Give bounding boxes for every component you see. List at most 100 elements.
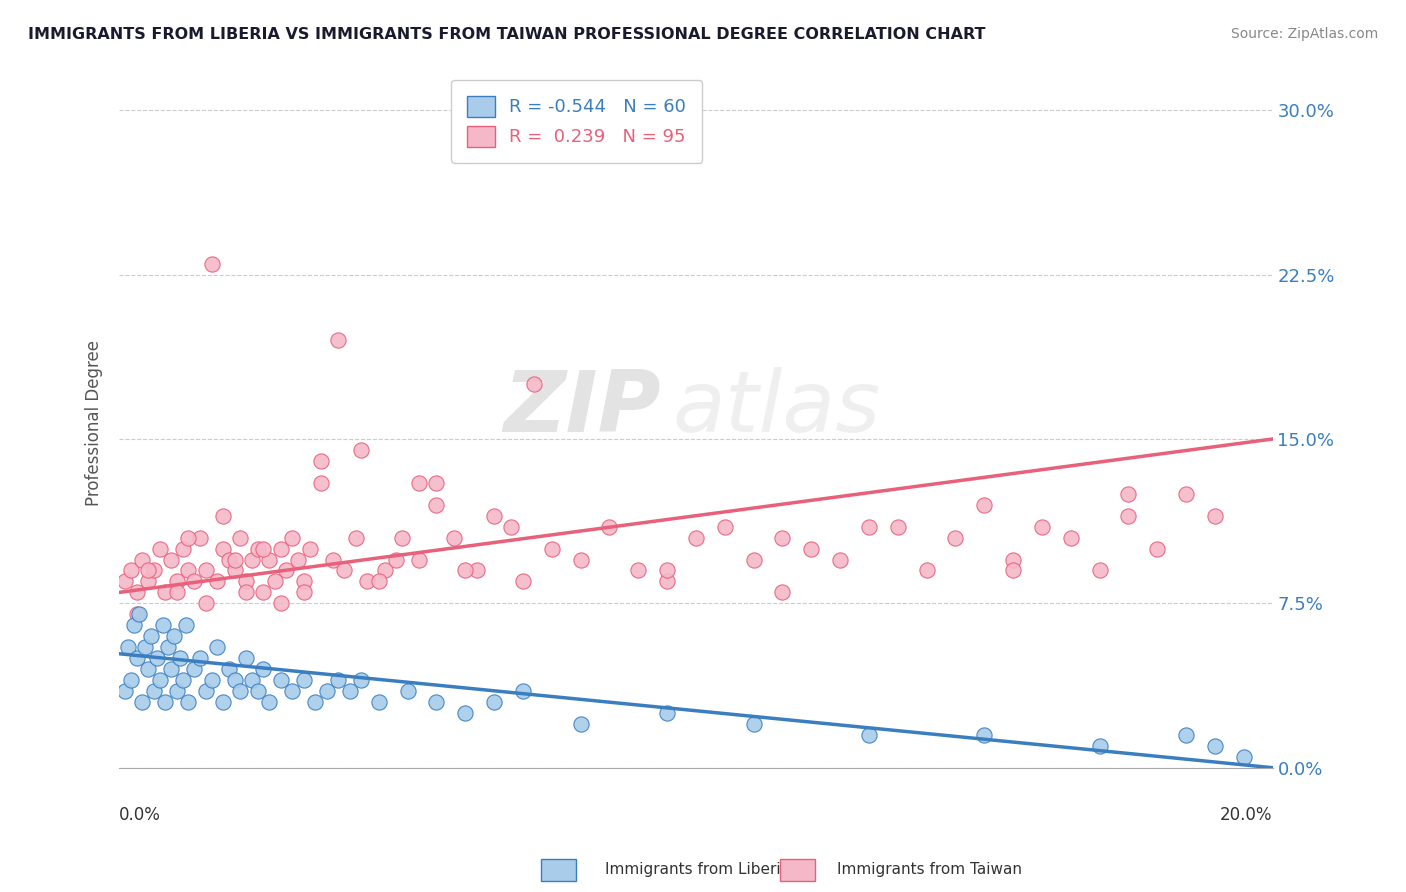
- Point: [145, 651, 167, 665]
- Text: 20.0%: 20.0%: [1220, 805, 1272, 823]
- Text: Immigrants from Liberia: Immigrants from Liberia: [605, 863, 790, 877]
- Point: [166, 684, 188, 698]
- Point: [125, 607, 148, 622]
- Point: [1204, 508, 1226, 523]
- Point: [160, 552, 183, 566]
- Point: [276, 564, 298, 578]
- Point: [1088, 564, 1111, 578]
- Point: [270, 596, 292, 610]
- Point: [742, 552, 765, 566]
- Point: [229, 684, 252, 698]
- Point: [218, 662, 240, 676]
- Point: [122, 618, 145, 632]
- Point: [408, 552, 430, 566]
- Point: [309, 454, 332, 468]
- Point: [569, 552, 592, 566]
- Point: [194, 684, 217, 698]
- Point: [425, 498, 447, 512]
- Y-axis label: Professional Degree: Professional Degree: [86, 340, 103, 506]
- Text: atlas: atlas: [673, 368, 880, 450]
- Point: [501, 519, 523, 533]
- Point: [1031, 519, 1053, 533]
- Text: IMMIGRANTS FROM LIBERIA VS IMMIGRANTS FROM TAIWAN PROFESSIONAL DEGREE CORRELATIO: IMMIGRANTS FROM LIBERIA VS IMMIGRANTS FR…: [28, 27, 986, 42]
- Point: [257, 552, 280, 566]
- Point: [1060, 531, 1083, 545]
- Point: [339, 684, 361, 698]
- Point: [396, 684, 419, 698]
- Point: [149, 541, 172, 556]
- Point: [177, 564, 200, 578]
- Point: [1118, 487, 1140, 501]
- Point: [117, 640, 139, 655]
- Point: [367, 695, 389, 709]
- Point: [1233, 749, 1256, 764]
- Point: [224, 564, 246, 578]
- Point: [828, 552, 851, 566]
- Text: Source: ZipAtlas.com: Source: ZipAtlas.com: [1230, 27, 1378, 41]
- Point: [973, 728, 995, 742]
- Point: [188, 531, 211, 545]
- Point: [224, 673, 246, 687]
- Point: [172, 541, 194, 556]
- Point: [131, 695, 153, 709]
- Point: [174, 618, 197, 632]
- Point: [128, 607, 150, 622]
- Point: [125, 585, 148, 599]
- Point: [512, 574, 534, 589]
- Point: [454, 564, 477, 578]
- Point: [1118, 508, 1140, 523]
- Point: [183, 662, 205, 676]
- Point: [356, 574, 378, 589]
- Point: [350, 442, 373, 457]
- Point: [240, 673, 263, 687]
- Point: [655, 564, 678, 578]
- Point: [194, 564, 217, 578]
- Point: [1175, 487, 1198, 501]
- Point: [770, 585, 793, 599]
- Point: [945, 531, 967, 545]
- Point: [322, 552, 344, 566]
- Point: [224, 552, 246, 566]
- Point: [344, 531, 367, 545]
- Point: [120, 564, 142, 578]
- Point: [1002, 552, 1025, 566]
- Legend: R = -0.544   N = 60, R =  0.239   N = 95: R = -0.544 N = 60, R = 0.239 N = 95: [451, 79, 702, 163]
- Point: [465, 564, 488, 578]
- Point: [482, 508, 505, 523]
- Point: [120, 673, 142, 687]
- Point: [125, 651, 148, 665]
- Point: [333, 564, 356, 578]
- Point: [166, 585, 188, 599]
- Point: [454, 706, 477, 720]
- Point: [246, 541, 269, 556]
- Point: [858, 728, 880, 742]
- Point: [1175, 728, 1198, 742]
- Point: [598, 519, 620, 533]
- Point: [229, 531, 252, 545]
- Point: [482, 695, 505, 709]
- Point: [207, 640, 229, 655]
- Point: [166, 574, 188, 589]
- Point: [155, 585, 177, 599]
- Text: ZIP: ZIP: [503, 368, 661, 450]
- Point: [142, 684, 165, 698]
- Point: [136, 574, 159, 589]
- Point: [157, 640, 180, 655]
- Point: [131, 552, 153, 566]
- Point: [235, 574, 257, 589]
- Point: [1146, 541, 1168, 556]
- Point: [425, 695, 447, 709]
- Point: [235, 651, 257, 665]
- Point: [252, 585, 274, 599]
- Point: [212, 508, 235, 523]
- Point: [742, 717, 765, 731]
- Point: [309, 475, 332, 490]
- Point: [114, 684, 136, 698]
- Point: [292, 673, 315, 687]
- Point: [257, 695, 280, 709]
- Point: [915, 564, 938, 578]
- Point: [149, 673, 172, 687]
- Point: [886, 519, 908, 533]
- Point: [287, 552, 309, 566]
- Point: [298, 541, 321, 556]
